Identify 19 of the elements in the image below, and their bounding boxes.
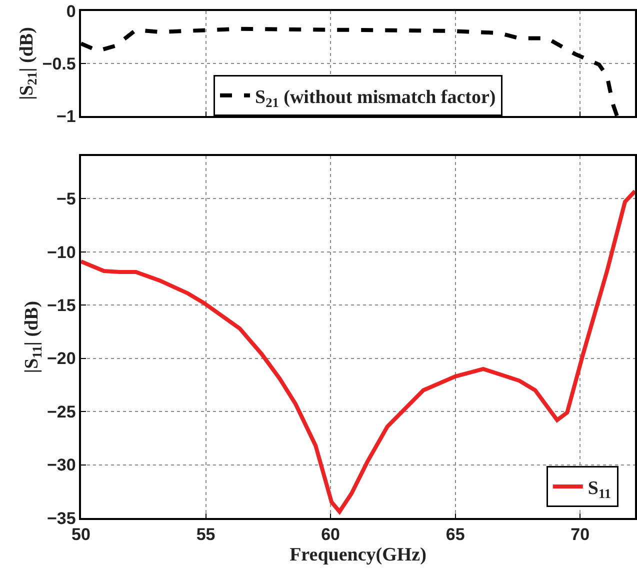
y-tick-label: −1 — [56, 106, 76, 126]
x-tick-label: 70 — [570, 525, 590, 544]
y-tick-label: −25 — [47, 402, 76, 422]
x-tick-label: 55 — [196, 525, 216, 544]
x-tick-label: 65 — [446, 525, 465, 544]
line-series — [81, 189, 635, 514]
y-tick-label: −35 — [47, 508, 76, 528]
x-axis-title: Frequency(GHz) — [290, 544, 426, 566]
y-tick-label: −0.5 — [42, 54, 76, 74]
y-tick-label: −10 — [47, 242, 76, 262]
y-tick-label: −20 — [47, 349, 76, 368]
legend-label: S$_{11}$ — [588, 478, 612, 501]
x-tick-label: 50 — [72, 525, 90, 544]
y-tick-label: −15 — [47, 296, 76, 316]
y-tick-label: −30 — [47, 456, 76, 475]
x-tick-label: 60 — [321, 525, 340, 544]
legend-label: S$_{21}$ (without mismatch factor) — [255, 86, 496, 110]
y-tick-label: 0 — [66, 2, 76, 21]
y-tick-label: −5 — [56, 190, 76, 209]
